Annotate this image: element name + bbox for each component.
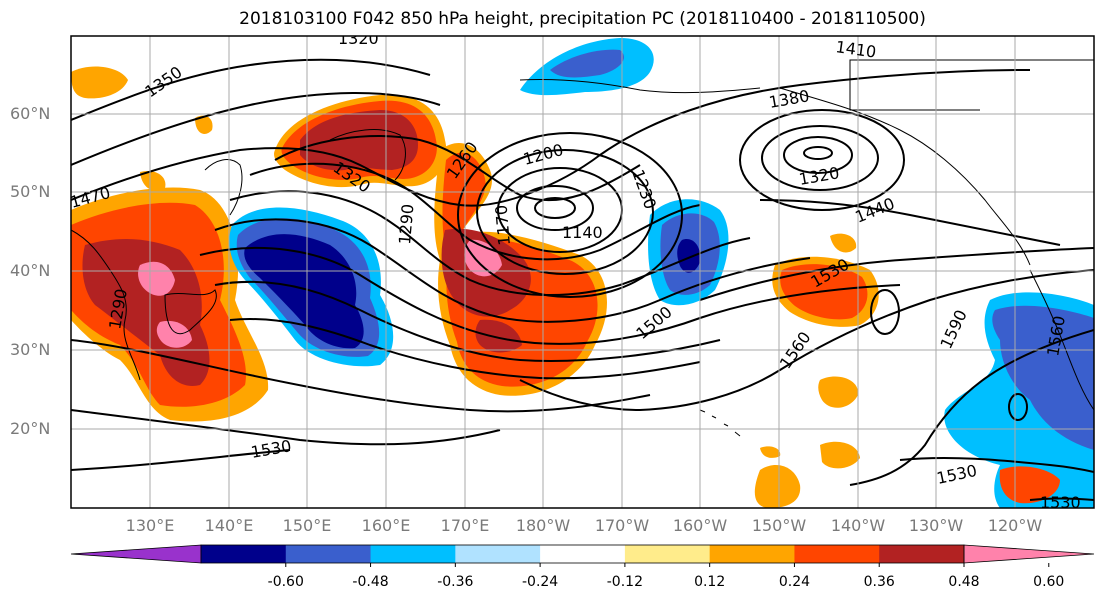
colorbar-tick-label: -0.60 [267,574,304,590]
colorbar-segment [370,545,456,563]
lat-label-60n: 60°N [10,104,51,123]
colorbar-segment [201,545,287,563]
lon-label-140e: 140°E [204,516,254,535]
height-contours [71,58,1094,501]
colorbar-extension-low [70,544,202,564]
contour-label: 1170 [492,204,514,246]
lon-label-180w: 180°W [515,516,571,535]
lon-label-160w: 160°W [672,516,728,535]
lon-label-130e: 130°E [125,516,175,535]
lon-label-120w: 120°W [987,516,1043,535]
colorbar-tick-label: -0.36 [437,574,474,590]
lon-label-170e: 170°E [440,516,490,535]
contour-label-group: 1350 1320 1410 1380 1470 1320 1260 1200 … [71,29,1081,512]
map-plot-area: 1350 1320 1410 1380 1470 1320 1260 1200 … [71,29,1094,512]
colorbar-segment [709,545,795,563]
contour-label: 1320 [338,29,379,48]
colorbar-frame [200,544,965,564]
lat-label-30n: 30°N [10,340,51,359]
colorbar-segment [455,545,541,563]
colorbar-segment [879,545,965,563]
colorbar-tick-label: 0.60 [1033,574,1065,590]
colorbar-extension-high [963,544,1095,564]
colorbar-tick-label: 0.12 [694,574,726,590]
colorbar-tick-label: 0.36 [863,574,895,590]
contour-label: 1140 [562,223,603,242]
map-frame [70,35,1095,509]
map-title: 2018103100 F042 850 hPa height, precipit… [239,9,926,29]
lon-label-160e: 160°E [361,516,411,535]
colorbar-segment [540,545,626,563]
lon-label-170w: 170°W [594,516,650,535]
contour-label: 1290 [395,203,417,245]
contour-label: 1530 [1040,493,1081,512]
lon-label-130w: 130°W [908,516,964,535]
colorbar-tick-label: 0.48 [948,574,980,590]
graticule [71,36,1094,508]
colorbar-tick-label: -0.12 [606,574,643,590]
colorbar-tick-label: 0.24 [778,574,811,590]
colorbar-tick-label: -0.24 [521,574,559,590]
lon-label-150w: 150°W [751,516,807,535]
colorbar-segment [285,545,372,563]
colorbar-tick-label: -0.48 [352,574,389,590]
lon-label-150e: 150°E [282,516,332,535]
lat-label-20n: 20°N [10,419,51,438]
lat-label-50n: 50°N [10,182,51,201]
coastlines [71,59,1094,437]
lon-label-140w: 140°W [830,516,886,535]
lat-label-40n: 40°N [10,261,51,280]
colorbar [70,544,1095,567]
colorbar-segment [794,545,880,563]
colorbar-segment [624,545,711,563]
